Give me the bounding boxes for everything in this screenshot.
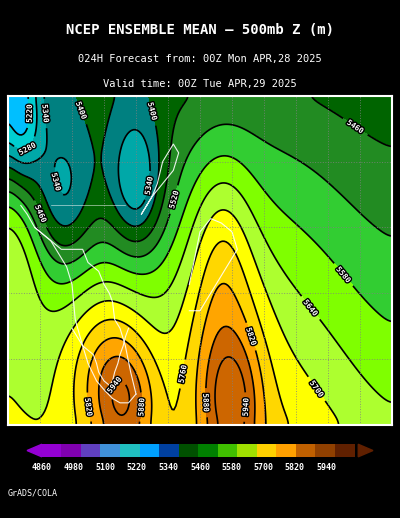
Bar	[120, 444, 140, 457]
Text: 5400: 5400	[146, 101, 159, 121]
Text: 5580: 5580	[222, 463, 242, 472]
Text: 5460: 5460	[345, 118, 366, 136]
Text: 5640: 5640	[302, 298, 320, 318]
Text: 5880: 5880	[136, 398, 146, 416]
Bar	[81, 444, 100, 457]
Text: 5460: 5460	[190, 463, 210, 472]
Bar	[218, 444, 237, 457]
Bar	[276, 444, 296, 457]
Text: 5940: 5940	[105, 375, 124, 395]
Text: 5220: 5220	[25, 104, 34, 123]
Text: GrADS/COLA: GrADS/COLA	[8, 489, 58, 498]
Bar	[140, 444, 159, 457]
Bar	[42, 444, 61, 457]
Bar	[296, 444, 316, 457]
Text: 4860: 4860	[32, 463, 52, 472]
Text: 5760: 5760	[176, 364, 189, 384]
Bar	[159, 444, 179, 457]
Text: 5580: 5580	[334, 265, 353, 284]
Text: 4980: 4980	[64, 463, 84, 472]
Text: 5940: 5940	[316, 463, 336, 472]
Text: NCEP ENSEMBLE MEAN – 500mb Z (m): NCEP ENSEMBLE MEAN – 500mb Z (m)	[66, 23, 334, 37]
Bar	[198, 444, 218, 457]
Text: 5340: 5340	[158, 463, 178, 472]
Text: 024H Forecast from: 00Z Mon APR,28 2025: 024H Forecast from: 00Z Mon APR,28 2025	[78, 54, 322, 64]
Bar	[100, 444, 120, 457]
Text: 5700: 5700	[308, 379, 326, 399]
Text: 5340: 5340	[50, 172, 63, 192]
Polygon shape	[358, 444, 373, 457]
Text: 5280: 5280	[17, 140, 38, 157]
Text: 5460: 5460	[33, 204, 49, 224]
Bar	[257, 444, 276, 457]
Bar	[237, 444, 257, 457]
Text: 5400: 5400	[74, 100, 89, 121]
Polygon shape	[27, 444, 42, 457]
Text: 5880: 5880	[201, 393, 211, 412]
Text: 5820: 5820	[285, 463, 305, 472]
Bar	[179, 444, 198, 457]
Text: Valid time: 00Z Tue APR,29 2025: Valid time: 00Z Tue APR,29 2025	[103, 79, 297, 89]
Text: 5700: 5700	[253, 463, 273, 472]
Bar	[316, 444, 335, 457]
Text: 5820: 5820	[83, 397, 94, 417]
Text: 5520: 5520	[167, 190, 181, 210]
Text: 5100: 5100	[95, 463, 115, 472]
Text: 5340: 5340	[143, 176, 155, 196]
Text: 5940: 5940	[241, 398, 250, 416]
Bar	[335, 444, 354, 457]
Text: 5820: 5820	[244, 326, 258, 347]
Text: 5220: 5220	[127, 463, 147, 472]
Text: 5340: 5340	[40, 104, 51, 123]
Bar	[61, 444, 81, 457]
